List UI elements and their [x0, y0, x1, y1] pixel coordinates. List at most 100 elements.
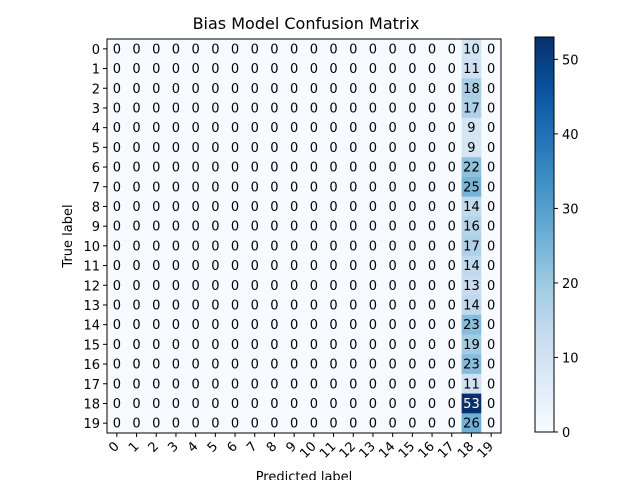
cell-value-label: 0 [487, 377, 495, 392]
colorbar-tick-label: 0 [562, 426, 570, 441]
cell-value-label: 0 [448, 180, 456, 195]
cell-value-label: 0 [329, 101, 337, 116]
heatmap-cell [107, 39, 128, 60]
heatmap-cell [481, 176, 502, 198]
heatmap-cell [343, 334, 364, 355]
cell-value-label: 0 [487, 298, 495, 313]
cell-value-label: 0 [408, 417, 416, 432]
cell-value-label: 0 [172, 180, 180, 195]
cell-value-label: 0 [270, 141, 278, 156]
cell-value-label: 0 [389, 82, 397, 97]
cell-value-label: 0 [251, 338, 259, 353]
cell-value-label: 0 [270, 377, 278, 392]
cell-value-label: 0 [349, 62, 357, 77]
cell-value-label: 0 [132, 417, 140, 432]
cell-value-label: 0 [389, 180, 397, 195]
heatmap-cell [304, 78, 325, 99]
cell-value-label: 0 [349, 220, 357, 235]
cell-value-label: 0 [152, 318, 160, 333]
heatmap-cell [146, 334, 167, 355]
heatmap-cell [402, 216, 423, 237]
y-tick-label: 11 [83, 260, 100, 275]
cell-value-label: 0 [251, 239, 259, 254]
heatmap-cell [343, 78, 364, 99]
cell-value-label: 0 [270, 318, 278, 333]
cell-value-label: 0 [113, 397, 121, 412]
heatmap-cell [323, 78, 344, 99]
cell-value-label: 0 [408, 82, 416, 97]
cell-value-label: 0 [192, 377, 200, 392]
cell-value-label: 0 [113, 121, 121, 136]
cell-value-label: 0 [172, 417, 180, 432]
heatmap-cell [402, 334, 423, 355]
heatmap-cell [126, 58, 147, 79]
heatmap-cell [225, 137, 246, 158]
cell-value-label: 0 [329, 82, 337, 97]
heatmap-cell [185, 314, 206, 335]
cell-value-label: 0 [428, 200, 436, 215]
heatmap-cell [422, 98, 443, 119]
heatmap-cell [107, 176, 128, 198]
heatmap-cell [244, 393, 266, 414]
cell-value-label: 0 [113, 417, 121, 432]
cell-value-label: 0 [310, 141, 318, 156]
cell-value-label: 0 [310, 338, 318, 353]
heatmap-cell [126, 236, 147, 257]
cell-value-label: 0 [211, 200, 219, 215]
cell-value-label: 0 [270, 42, 278, 57]
heatmap-cell [225, 373, 246, 395]
heatmap-cell [126, 373, 147, 395]
heatmap-cell [264, 216, 285, 237]
heatmap-cell [441, 295, 463, 316]
cell-value-label: 0 [487, 417, 495, 432]
cell-value-label: 0 [389, 338, 397, 353]
heatmap-cell [264, 176, 285, 198]
heatmap-cell [323, 216, 344, 237]
cell-value-label: 0 [408, 141, 416, 156]
heatmap-cell [107, 295, 128, 316]
cell-value-label: 22 [463, 161, 480, 176]
heatmap-cell [304, 157, 325, 178]
cell-value-label: 0 [132, 259, 140, 274]
heatmap-cell [185, 255, 206, 276]
heatmap-cell [363, 117, 384, 138]
heatmap-cell [284, 393, 305, 414]
heatmap-cell [146, 295, 167, 316]
heatmap-cell [205, 39, 226, 60]
cell-value-label: 0 [192, 101, 200, 116]
cell-value-label: 0 [211, 180, 219, 195]
heatmap-cell [323, 314, 344, 335]
cell-value-label: 0 [290, 220, 298, 235]
y-axis-label: True label [61, 204, 76, 268]
heatmap-cell [422, 255, 443, 276]
cell-value-label: 0 [389, 101, 397, 116]
cell-value-label: 23 [463, 358, 480, 373]
heatmap-cell [382, 236, 403, 257]
heatmap-cell [441, 216, 463, 237]
heatmap-cell [304, 373, 325, 395]
heatmap-cell [205, 196, 226, 217]
heatmap-cell [422, 196, 443, 217]
heatmap-cell [225, 354, 246, 375]
cell-value-label: 0 [211, 338, 219, 353]
cell-value-label: 0 [113, 200, 121, 215]
heatmap-cell [343, 157, 364, 178]
cell-value-label: 0 [448, 358, 456, 373]
heatmap-cell [244, 413, 266, 434]
cell-value-label: 0 [408, 279, 416, 294]
cell-value-label: 0 [487, 259, 495, 274]
heatmap-cell [264, 334, 285, 355]
heatmap-cell [225, 393, 246, 414]
cell-value-label: 0 [192, 417, 200, 432]
cell-value-label: 0 [349, 42, 357, 57]
cell-value-label: 0 [251, 397, 259, 412]
heatmap-cell [185, 137, 206, 158]
heatmap-cell [481, 58, 502, 79]
heatmap-cell [205, 373, 226, 395]
heatmap-cell [382, 39, 403, 60]
heatmap-cell [441, 314, 463, 335]
cell-value-label: 0 [349, 180, 357, 195]
heatmap-cell [363, 137, 384, 158]
heatmap-cell [166, 373, 187, 395]
